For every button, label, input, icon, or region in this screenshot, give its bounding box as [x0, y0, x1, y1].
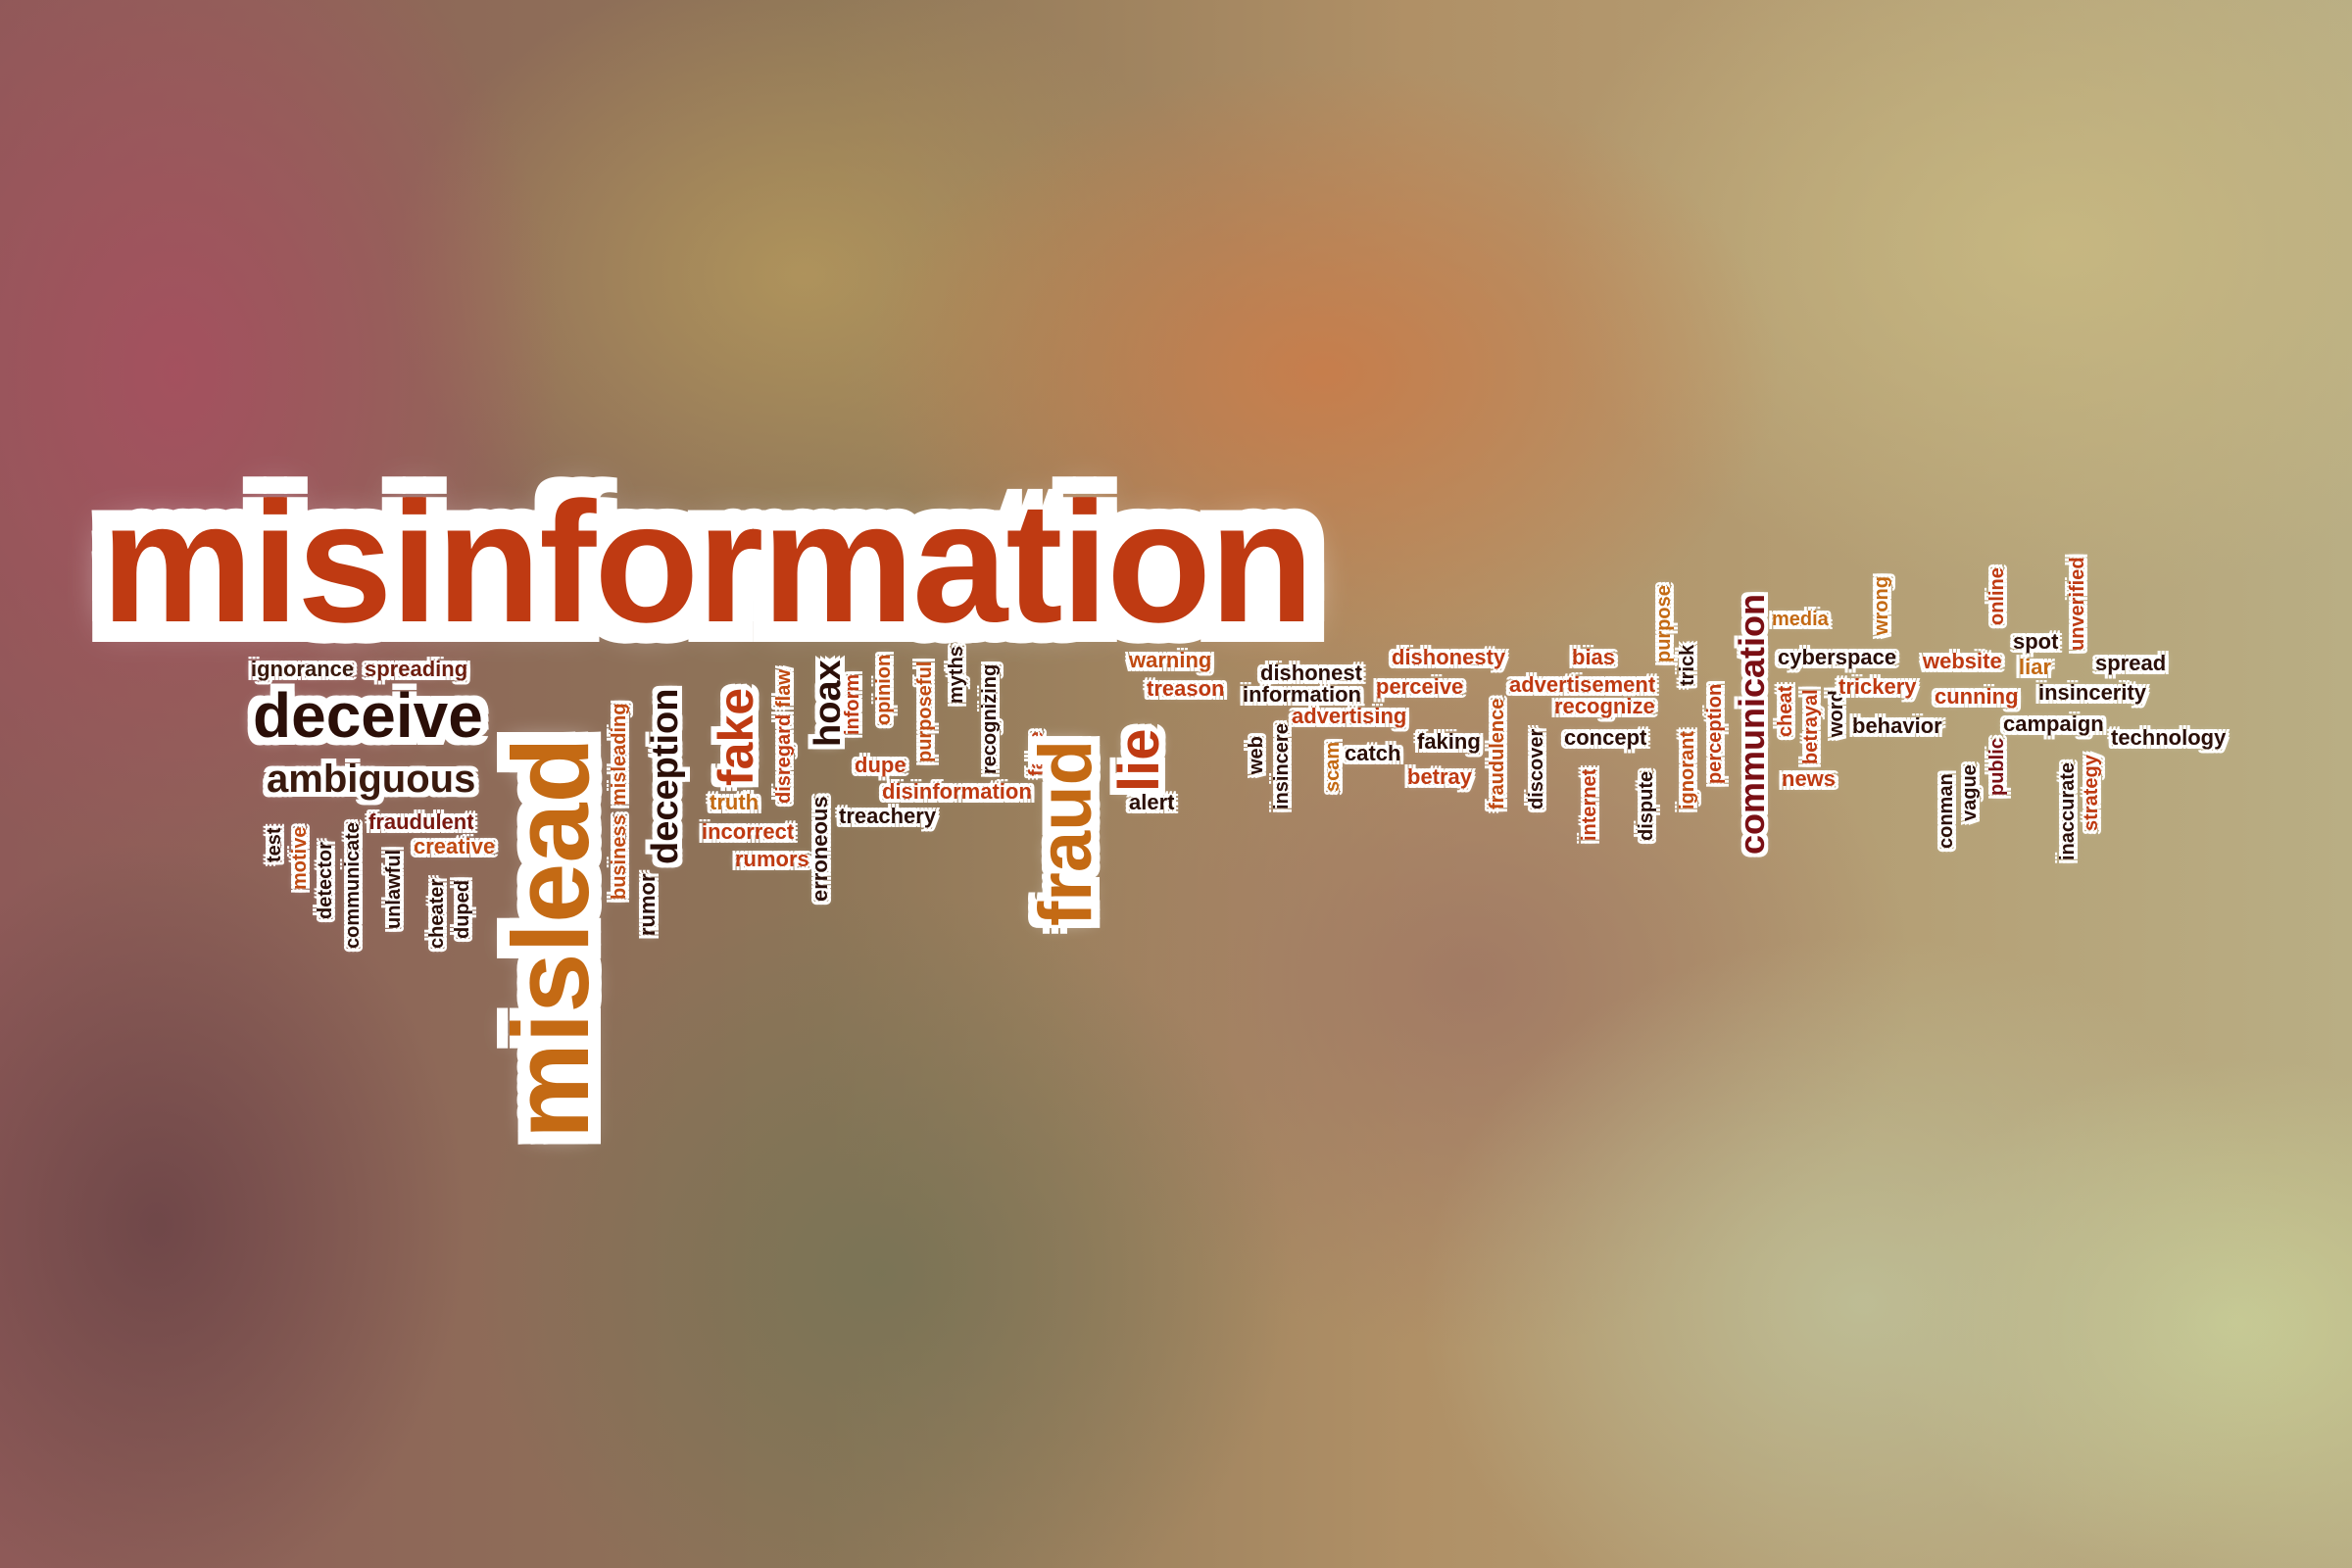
word: unlawful: [383, 849, 405, 929]
word: wrong: [1871, 576, 1892, 635]
word: dishonest: [1260, 661, 1362, 685]
word: truth: [710, 790, 760, 814]
word: concept: [1564, 725, 1647, 750]
word: spreading: [365, 657, 468, 681]
word: erroneous: [808, 796, 832, 902]
word: spread: [2095, 651, 2167, 675]
word: warning: [1129, 648, 1212, 672]
word: trickery: [1838, 674, 1917, 699]
word: betrayal: [1800, 689, 1822, 764]
word: mislead: [491, 737, 612, 1139]
word: insincere: [1271, 723, 1293, 809]
word: public: [1986, 738, 2008, 796]
word: conman: [1936, 773, 1957, 849]
word: online: [1986, 567, 2008, 625]
word: flaw: [773, 669, 795, 708]
word: treachery: [839, 804, 937, 828]
word: catch: [1345, 741, 1401, 765]
word: spot: [2013, 629, 2059, 654]
word: motive: [289, 826, 311, 890]
word: business: [609, 814, 630, 900]
word: trick: [1677, 644, 1698, 686]
word: duped: [452, 880, 473, 939]
word: media: [1772, 609, 1829, 630]
word: inform: [842, 673, 863, 735]
word: rumors: [735, 847, 809, 871]
word: creative: [414, 834, 496, 858]
word: web: [1246, 736, 1267, 774]
word: dishonesty: [1392, 645, 1506, 669]
word: disregard: [773, 713, 795, 804]
word: cyberspace: [1778, 645, 1897, 669]
word: internet: [1579, 768, 1600, 841]
word: fraudulence: [1487, 698, 1508, 809]
word: strategy: [2081, 755, 2102, 831]
word: scam: [1322, 741, 1344, 792]
word: perception: [1704, 683, 1726, 784]
word: communicate: [342, 822, 364, 949]
word: news: [1782, 766, 1837, 791]
word: dupe: [855, 753, 906, 777]
word: incorrect: [702, 819, 795, 844]
word: detector: [315, 842, 336, 919]
word: information: [1243, 682, 1361, 707]
word: purposeful: [914, 661, 936, 762]
word: ignorant: [1677, 731, 1698, 809]
word: lie: [1107, 728, 1171, 793]
word: test: [264, 827, 285, 862]
word: inaccurate: [2057, 761, 2079, 860]
word: treason: [1147, 676, 1225, 701]
word: behavior: [1852, 713, 1942, 738]
word: cunning: [1935, 684, 2019, 709]
word: purpose: [1653, 585, 1675, 662]
word: alert: [1129, 790, 1175, 814]
word: vague: [1959, 764, 1981, 821]
word: recognizing: [979, 663, 1001, 774]
word: liar: [2019, 655, 2052, 679]
word: faking: [1417, 729, 1481, 754]
word: discover: [1526, 728, 1547, 809]
word: unverified: [2067, 557, 2088, 651]
word: opinion: [873, 654, 895, 725]
word: fraudulent: [368, 809, 474, 834]
word: deception: [645, 688, 686, 864]
word: fraud: [1024, 740, 1107, 926]
word: advertisement: [1509, 672, 1656, 697]
word: ignorance: [251, 657, 355, 681]
word: recognize: [1554, 694, 1655, 718]
word: betray: [1407, 764, 1473, 789]
word: insincerity: [2038, 680, 2147, 705]
word: advertising: [1292, 704, 1407, 728]
word: rumor: [635, 873, 660, 936]
word: campaign: [2003, 711, 2104, 736]
word-hero: misinformation: [101, 467, 1314, 659]
word: misleading: [609, 703, 630, 806]
word: ambiguous: [267, 758, 476, 801]
word: perceive: [1376, 674, 1464, 699]
word: cheater: [426, 878, 448, 949]
word: myths: [946, 646, 967, 704]
word: dispute: [1636, 770, 1657, 841]
word: bias: [1572, 645, 1616, 669]
word: communication: [1732, 593, 1772, 855]
word: website: [1923, 649, 2002, 673]
word: disinformation: [882, 779, 1032, 804]
word: fake: [709, 687, 763, 786]
word: technology: [2111, 725, 2227, 750]
word: cheat: [1775, 685, 1796, 737]
word: deceive: [253, 680, 483, 751]
